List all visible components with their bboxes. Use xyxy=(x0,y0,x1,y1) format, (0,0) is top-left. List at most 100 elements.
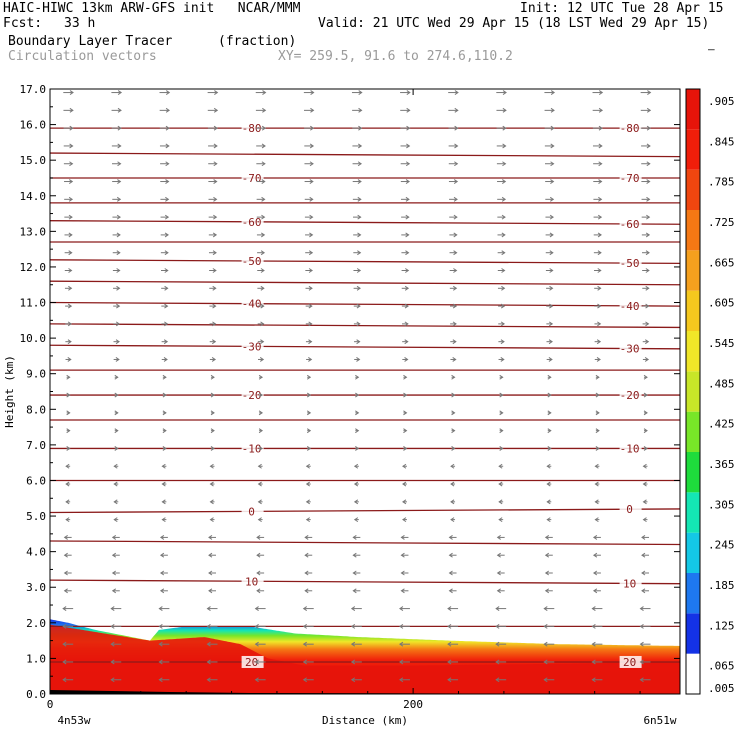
circulation-vector-head xyxy=(548,321,554,327)
circulation-vector-head xyxy=(543,606,548,612)
circulation-vector-head xyxy=(162,410,167,416)
circulation-vector-head xyxy=(206,623,211,629)
circulation-vector-head xyxy=(260,232,266,238)
circulation-vector-head xyxy=(643,392,648,398)
circulation-vector-head xyxy=(158,623,163,629)
temp-contour-16 xyxy=(49,220,681,225)
circulation-vector-head xyxy=(495,623,500,629)
circulation-vector-head xyxy=(353,481,359,487)
temp-contour-12 xyxy=(49,301,681,307)
circulation-vector-head xyxy=(302,677,307,683)
circulation-vector-head xyxy=(450,499,455,505)
circulation-vector-head xyxy=(404,339,409,345)
y-tick-label: 16.0 xyxy=(20,119,47,132)
circulation-vector-head xyxy=(501,196,507,202)
circulation-vector-head xyxy=(405,268,410,273)
circulation-vector-head xyxy=(643,428,648,434)
circulation-vector-head xyxy=(309,232,314,238)
circulation-vector-head xyxy=(164,268,169,273)
temp-label-bg-2-1 xyxy=(619,577,642,590)
circulation-vector-head xyxy=(355,446,360,451)
circulation-vector-head xyxy=(357,232,362,238)
temp-label-bg-4-0 xyxy=(241,505,264,518)
temp-label-bg-18-1 xyxy=(619,171,642,184)
y-tick-label: 14.0 xyxy=(20,190,47,203)
temp-contour-label: -30 xyxy=(242,340,262,353)
circulation-vector-head xyxy=(405,250,410,256)
circulation-vector-head xyxy=(212,321,217,327)
circulation-vector-head xyxy=(356,357,361,362)
circulation-vector-head xyxy=(162,446,167,451)
circulation-vector-head xyxy=(645,250,650,256)
circulation-vector-head xyxy=(594,499,599,505)
circulation-vector-head xyxy=(350,659,356,665)
circulation-vector-head xyxy=(501,268,506,273)
circulation-vector-head xyxy=(450,517,455,523)
circulation-vector-head xyxy=(117,125,122,131)
circulation-vector-head xyxy=(110,641,115,647)
circulation-vector-head xyxy=(642,499,647,505)
circulation-vector-head xyxy=(502,107,507,113)
temp-contour-label: -40 xyxy=(242,298,262,311)
circulation-vector-head xyxy=(502,125,507,131)
circulation-vector-head xyxy=(257,517,262,523)
temp-contour-14 xyxy=(49,259,681,265)
circulation-vector-head xyxy=(594,517,599,523)
circulation-vector-head xyxy=(164,232,169,238)
circulation-vector-head xyxy=(67,321,72,327)
circulation-vector-head xyxy=(549,232,554,238)
circulation-vector-head xyxy=(66,374,71,380)
circulation-vector-head xyxy=(69,161,74,167)
circulation-vector-head xyxy=(643,410,648,416)
circulation-vector-head xyxy=(69,143,74,149)
colorbar-label: .245 xyxy=(708,539,735,552)
circulation-vector-head xyxy=(158,606,163,612)
circulation-vector-head xyxy=(302,659,307,665)
circulation-vector-head xyxy=(598,179,603,184)
circulation-vector-head xyxy=(597,285,602,291)
circulation-vector-head xyxy=(161,499,166,505)
circulation-vector-head xyxy=(597,214,603,220)
circulation-vector-head xyxy=(256,588,261,594)
circulation-vector-head xyxy=(356,321,361,327)
colorbar-label: .125 xyxy=(708,619,735,632)
circulation-vector-head xyxy=(165,107,171,113)
circulation-vector-head xyxy=(306,392,312,398)
temp-contour-label: 20 xyxy=(245,656,258,669)
circulation-vector-head xyxy=(646,143,651,149)
title-line-left: HAIC-HIWC 13km ARW-GFS init NCAR/MMM xyxy=(3,1,301,16)
temp-contour-label: -80 xyxy=(620,122,640,135)
circulation-vector-head xyxy=(67,303,73,309)
circulation-vector-head xyxy=(550,143,555,149)
circulation-vector-head xyxy=(642,481,647,487)
circulation-vector-head xyxy=(308,357,313,362)
circulation-vector-head xyxy=(548,357,553,362)
circulation-vector-head xyxy=(309,143,315,149)
circulation-vector-head xyxy=(261,179,266,184)
circulation-vector-head xyxy=(358,125,363,131)
x-axis-label: Distance (km) xyxy=(322,714,408,727)
temp-contour-10 xyxy=(49,344,681,350)
temp-label-bg-12-1 xyxy=(619,299,642,312)
temp-contour-11 xyxy=(49,323,681,329)
temp-label-bg-0-1 xyxy=(619,655,642,668)
circulation-vector-head xyxy=(256,534,261,540)
circulation-vector-head xyxy=(163,339,169,345)
circulation-vector-head xyxy=(110,677,115,683)
circulation-vector-head xyxy=(406,143,411,149)
circulation-vector-head xyxy=(350,623,356,629)
circulation-vector-head xyxy=(547,410,552,416)
circulation-vector-head xyxy=(639,606,644,612)
circulation-vector-head xyxy=(302,623,307,629)
y-tick-label: 3.0 xyxy=(26,581,46,594)
circulation-vector-head xyxy=(598,125,603,131)
circulation-vector-head xyxy=(162,392,167,398)
circulation-vector-head xyxy=(550,179,555,184)
temp-label-bg-2-0 xyxy=(241,575,264,588)
colorbar-label: .545 xyxy=(708,337,735,350)
circulation-vector-head xyxy=(500,357,505,362)
circulation-vector-head xyxy=(406,90,411,95)
circulation-vector-head xyxy=(66,392,71,398)
circulation-vector-head xyxy=(110,659,115,665)
circulation-vector-head xyxy=(405,214,410,220)
